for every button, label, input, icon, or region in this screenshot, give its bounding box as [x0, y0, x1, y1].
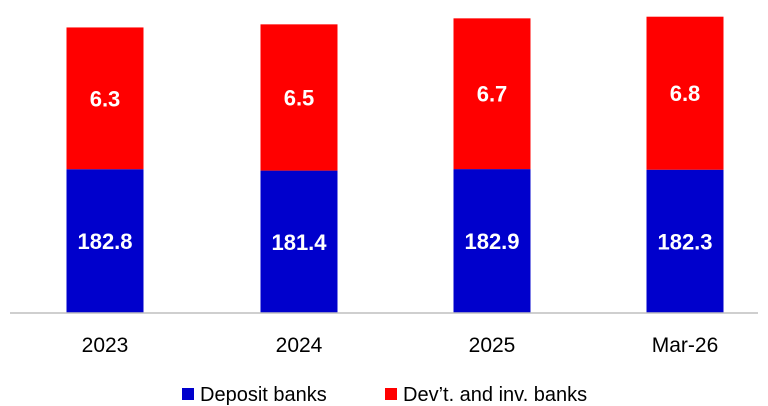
bar-devt-2025 — [453, 18, 531, 170]
data-label-devt-2023: 6.3 — [90, 86, 121, 111]
x-tick-label: Mar-26 — [652, 334, 719, 357]
bar-deposit-2025 — [453, 169, 531, 313]
x-tick-labels: 2023 2024 2025 Mar-26 — [82, 334, 719, 357]
bar-devt-2023 — [66, 27, 144, 170]
data-label-deposit-2025: 182.9 — [464, 229, 519, 254]
data-label-deposit-2023: 182.8 — [77, 229, 132, 254]
bars-group — [66, 16, 724, 313]
x-tick-label: 2025 — [469, 334, 516, 357]
data-label-deposit-2024: 181.4 — [271, 230, 327, 255]
legend-swatch-deposit — [182, 388, 194, 400]
bar-devt-mar-26 — [646, 16, 724, 170]
legend: Deposit banks Dev’t. and inv. banks — [182, 384, 587, 406]
bar-deposit-2023 — [66, 169, 144, 313]
bar-devt-2024 — [260, 24, 338, 171]
legend-label-devt: Dev’t. and inv. banks — [403, 384, 587, 406]
data-labels-group: 182.8 6.3 181.4 6.5 182.9 6.7 182.3 6.8 — [77, 81, 712, 255]
x-tick-label: 2023 — [82, 334, 129, 357]
data-label-devt-2025: 6.7 — [477, 82, 508, 107]
data-label-devt-2024: 6.5 — [284, 85, 315, 110]
bar-deposit-2024 — [260, 170, 338, 313]
bar-deposit-mar-26 — [646, 169, 724, 313]
legend-swatch-devt — [385, 388, 397, 400]
legend-label-deposit: Deposit banks — [200, 384, 327, 406]
x-tick-label: 2024 — [276, 334, 323, 357]
data-label-devt-mar-26: 6.8 — [670, 81, 701, 106]
data-label-deposit-mar-26: 182.3 — [657, 229, 712, 254]
